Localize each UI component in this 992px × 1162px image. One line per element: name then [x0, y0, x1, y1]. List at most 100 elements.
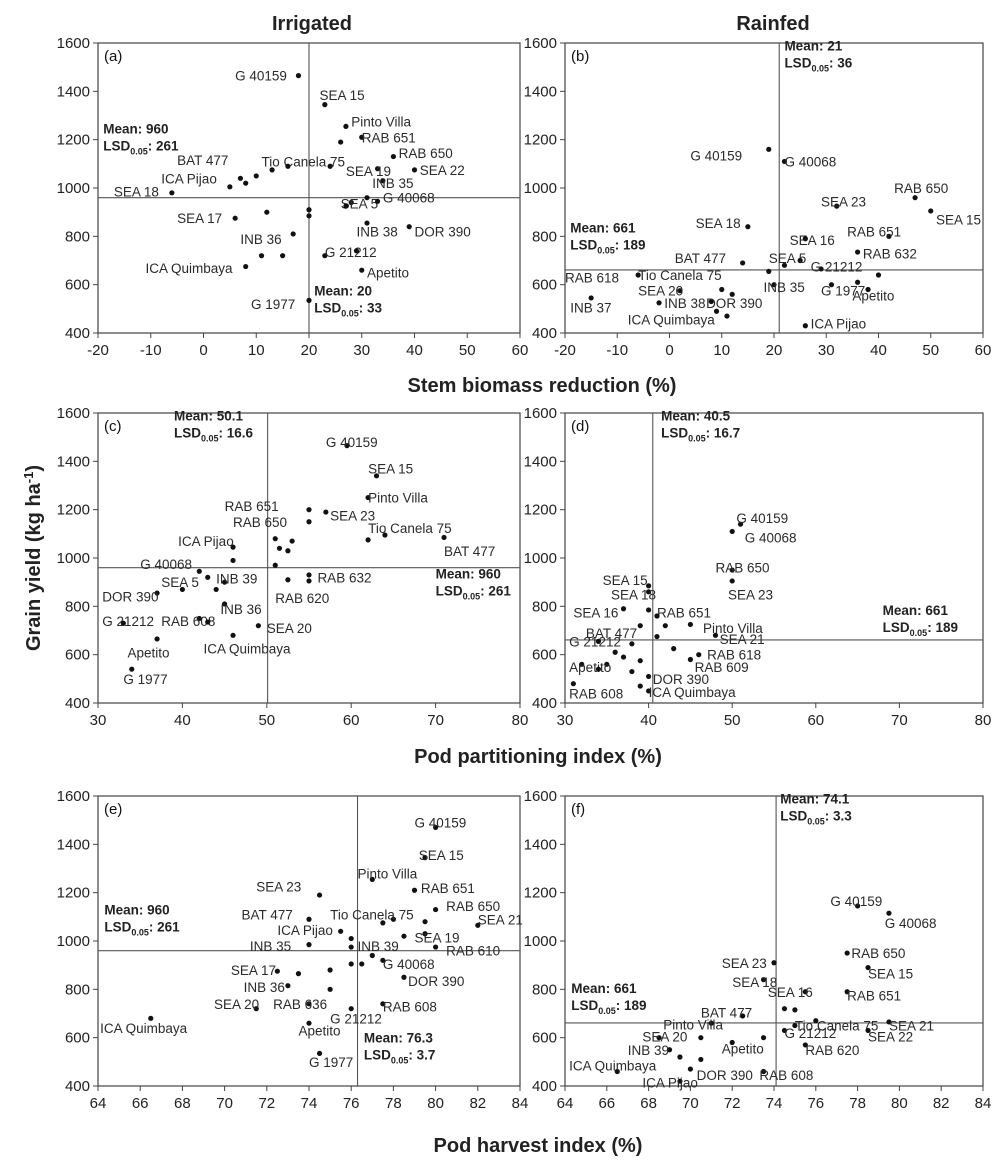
x-tick-label-a-6: 40: [406, 342, 423, 359]
data-point-b-0: [766, 146, 772, 152]
data-point-e-30: [348, 1006, 354, 1012]
point-label-c-0: G 40159: [326, 435, 378, 450]
annotation-f-1-1: LSD0.05: 189: [571, 998, 646, 1016]
x-tick-label-c-1: 40: [174, 712, 191, 729]
data-point-c-11: [289, 538, 295, 544]
data-point-d-5: [646, 589, 652, 595]
x-tick-label-a-7: 50: [459, 342, 476, 359]
data-point-e-1: [422, 855, 428, 861]
data-point-e-9: [380, 920, 386, 926]
x-tick-label-d-4: 70: [891, 712, 908, 729]
y-tick-label-c-1: 600: [65, 647, 90, 664]
y-tick-label-f-6: 1600: [524, 788, 557, 805]
point-label-a-20: G 40068: [383, 191, 435, 206]
data-point-e-6: [475, 922, 481, 928]
y-tick-label-a-5: 1400: [57, 83, 90, 100]
data-point-c-19: [213, 586, 219, 593]
point-label-b-3: SEA 15: [936, 212, 981, 227]
point-label-c-2: Pinto Villa: [368, 491, 428, 506]
x-tick-label-b-8: 60: [975, 342, 992, 359]
data-point-d-10: [687, 621, 694, 628]
annotation-b-1-0: Mean: 661: [570, 221, 636, 236]
annotation-f-1-0: Mean: 661: [571, 981, 637, 996]
data-point-b-22: [729, 291, 735, 297]
data-point-a-33: [359, 267, 365, 273]
x-tick-label-f-6: 76: [807, 1095, 824, 1112]
x-tick-label-e-4: 72: [258, 1095, 275, 1112]
panel-d: 30 40 50 60 70 80 400 600 800 1000 1200 1400 1600 (d)…: [524, 405, 992, 729]
data-point-c-30: [230, 632, 236, 638]
x-tick-label-f-1: 66: [598, 1095, 615, 1112]
data-point-b-1: [781, 158, 788, 165]
point-label-c-29: SEA 20: [267, 621, 312, 636]
annotation-b-0-0: Mean: 21: [784, 38, 842, 53]
point-label-c-24: DOR 390: [102, 590, 158, 605]
data-point-d-25: [629, 668, 635, 675]
data-point-b-2: [912, 195, 918, 201]
data-point-f-8: [781, 1006, 788, 1012]
y-tick-label-c-4: 1200: [57, 502, 90, 519]
point-label-e-5: RAB 650: [446, 899, 500, 914]
data-point-a-8: [327, 163, 333, 169]
x-tick-label-e-1: 66: [132, 1095, 149, 1112]
data-point-e-2: [369, 876, 375, 882]
data-point-e-25: [401, 974, 407, 980]
panel-c: 30 40 50 60 70 80 400 600 800 1000 1200 1400 1600 (c)…: [57, 405, 529, 729]
point-label-f-12: SEA 21: [889, 1019, 934, 1034]
panel-tag-d: (d): [571, 418, 589, 435]
data-point-a-27: [290, 231, 296, 237]
data-point-a-13: [227, 184, 233, 190]
data-point-f-2: [844, 950, 850, 956]
x-tick-label-a-5: 30: [353, 342, 370, 359]
point-label-b-5: RAB 651: [847, 225, 901, 240]
y-tick-label-e-1: 600: [65, 1030, 90, 1047]
x-tick-label-e-2: 68: [174, 1095, 191, 1112]
panel-e: 64 66 68 70 72 74 76 78 80 82 84 400 600 800 1000 1200 1…: [57, 788, 529, 1112]
data-point-b-16: [855, 279, 861, 285]
data-point-b-11: [740, 260, 746, 266]
data-point-a-25: [364, 220, 370, 226]
point-label-a-34: G 1977: [251, 297, 295, 312]
point-label-f-18: RAB 620: [805, 1043, 859, 1058]
point-label-f-0: G 40159: [830, 894, 882, 909]
x-tick-label-a-0: -20: [87, 342, 109, 359]
data-point-d-6: [620, 606, 627, 612]
point-label-c-21: RAB 632: [317, 570, 371, 585]
point-label-b-2: RAB 650: [894, 181, 948, 196]
data-point-d-1: [729, 528, 735, 535]
x-tick-label-f-0: 64: [557, 1095, 574, 1112]
point-label-f-22: INB 39: [628, 1043, 669, 1058]
data-point-c-7: [365, 537, 371, 543]
x-tick-label-b-3: 10: [713, 342, 730, 359]
annotation-d-1-0: Mean: 661: [883, 603, 949, 618]
data-point-f-4: [771, 960, 777, 966]
data-point-b-25: [708, 298, 714, 305]
point-label-f-10: BAT 477: [701, 1005, 752, 1020]
panel-tag-f: (f): [571, 801, 585, 818]
y-tick-label-f-4: 1200: [524, 885, 557, 902]
point-label-a-27: INB 36: [240, 232, 281, 247]
data-point-a-24: [264, 209, 270, 215]
point-label-f-15: SEA 22: [868, 1029, 913, 1044]
data-point-e-28: [306, 1001, 312, 1007]
data-point-e-19: [380, 957, 386, 963]
y-tick-label-d-2: 800: [532, 598, 557, 615]
data-point-e-29: [380, 1001, 386, 1007]
panel-tag-e: (e): [104, 801, 122, 818]
point-label-b-12: G 21212: [811, 260, 863, 275]
data-point-f-26: [687, 1066, 694, 1072]
data-point-c-13: [285, 548, 291, 554]
data-point-a-31: [353, 248, 360, 254]
data-point-c-21: [306, 572, 312, 578]
data-point-e-0: [433, 824, 439, 831]
y-tick-label-b-2: 800: [532, 228, 557, 245]
point-label-c-27: RAB 608: [161, 614, 215, 629]
data-point-a-28: [258, 253, 265, 259]
data-point-e-14: [401, 933, 407, 939]
data-point-e-26: [285, 983, 291, 989]
data-point-b-12: [818, 266, 824, 272]
data-point-a-16: [380, 178, 386, 184]
annotation-f-0-0: Mean: 74.1: [780, 791, 850, 806]
point-label-e-6: SEA 21: [478, 912, 523, 927]
x-axis-title-row2: Pod partitioning index (%): [414, 746, 662, 768]
